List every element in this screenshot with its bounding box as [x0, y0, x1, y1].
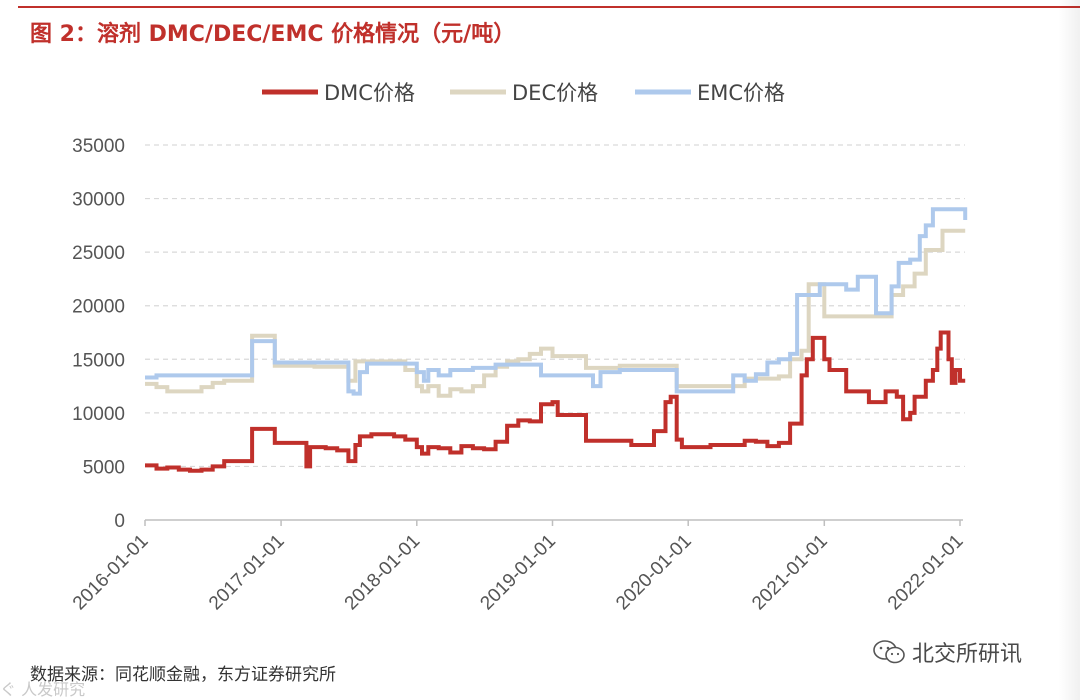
x-axis: 2016-01-01 2017-01-01 2018-01-01 2019-01-01… [69, 519, 968, 615]
y-tick-label: 10000 [72, 404, 125, 425]
legend-label: DEC价格 [512, 81, 598, 105]
wechat-icon [872, 639, 906, 665]
y-tick-label: 5000 [83, 457, 125, 478]
x-tick-label: 2019-01-01 [476, 531, 560, 615]
y-tick-label: 15000 [72, 350, 125, 371]
watermark-right: 北交所研讯 [872, 636, 1022, 668]
source-note: 数据来源：同花顺金融，东方证券研究所 [30, 665, 336, 685]
y-tick-label: 25000 [72, 243, 125, 264]
legend-label: EMC价格 [697, 81, 785, 105]
y-tick-label: 30000 [72, 190, 125, 211]
x-tick-label: 2022-01-01 [884, 531, 968, 615]
y-axis-ticks: 0 5000 10000 15000 20000 25000 30000 35000 [72, 136, 125, 532]
watermark-left: ぐ 人发研究 [0, 680, 86, 699]
page-edge-shadow [1058, 0, 1080, 700]
y-tick-label: 0 [114, 511, 125, 532]
series-line-EMC价格 [145, 207, 968, 396]
top-rule [18, 6, 1080, 8]
series-line-DMC价格 [145, 330, 966, 473]
legend-label: DMC价格 [324, 81, 415, 105]
legend: DMC价格 DEC价格 EMC价格 [262, 81, 785, 105]
x-tick-label: 2020-01-01 [612, 531, 696, 615]
x-tick-label: 2016-01-01 [69, 531, 153, 615]
x-tick-label: 2021-01-01 [748, 531, 832, 615]
x-tick-label: 2017-01-01 [205, 531, 289, 615]
watermark-right-text: 北交所研讯 [912, 642, 1023, 667]
y-tick-label: 20000 [72, 297, 125, 318]
grid-lines [145, 144, 965, 468]
chart-title: 图 2：溶剂 DMC/DEC/EMC 价格情况（元/吨） [30, 22, 516, 47]
series-lines [145, 207, 968, 473]
x-tick-label: 2018-01-01 [341, 531, 425, 615]
y-tick-label: 35000 [72, 136, 125, 157]
